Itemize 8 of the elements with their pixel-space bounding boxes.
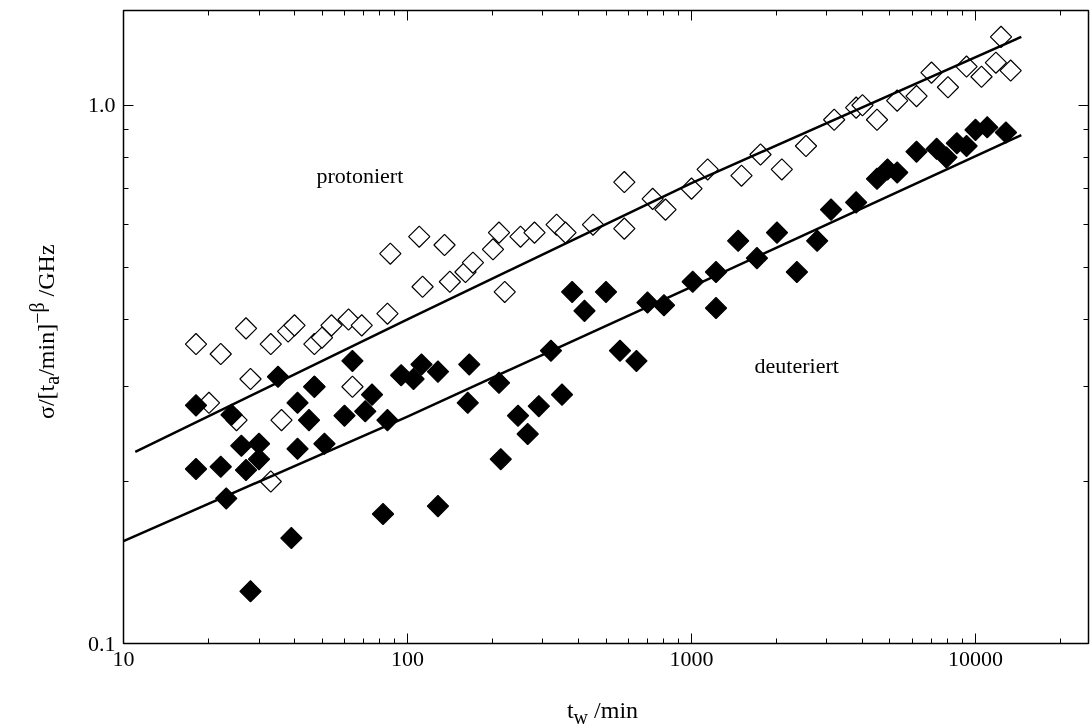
text: deuteriert bbox=[754, 352, 839, 378]
x-axis-title: t$_{w}$ /min bbox=[565, 696, 640, 727]
x-tick-label: 100 bbox=[391, 645, 424, 671]
x-tick-label: 10 bbox=[112, 645, 135, 671]
y-tick-label: 1.0 bbox=[88, 92, 116, 118]
series-label: protoniert bbox=[316, 162, 404, 188]
x-tick-label: 10000 bbox=[947, 645, 1003, 671]
x-tick-label: 1000 bbox=[669, 645, 714, 671]
